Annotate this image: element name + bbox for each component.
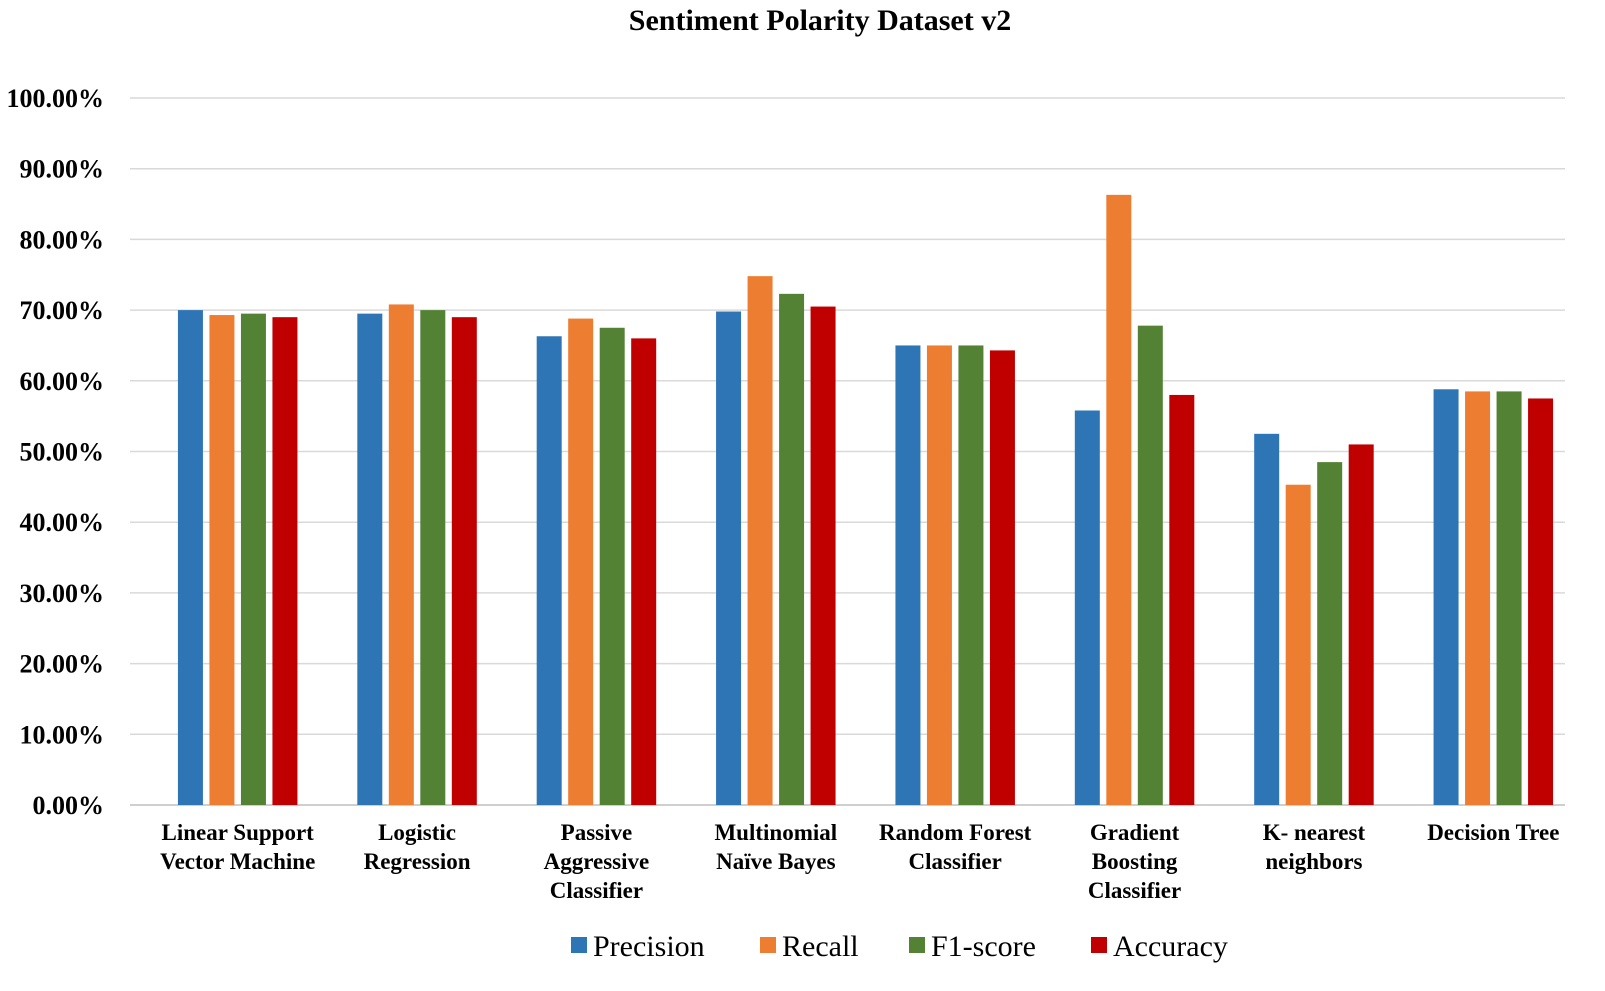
x-tick-label: Linear Support Vector Machine	[160, 820, 315, 874]
bar-accuracy	[1169, 394, 1195, 805]
x-tick-label: Random Forest Classifier	[879, 820, 1032, 874]
bar-accuracy	[1348, 444, 1374, 805]
bar-recall	[1106, 194, 1132, 805]
y-tick-label: 90.00%	[20, 155, 105, 184]
y-axis-ticks: 0.00% 10.00% 20.00% 30.00% 40.00% 50.00% 60.00…	[7, 84, 105, 820]
bar-precision	[536, 336, 562, 805]
bar-precision	[357, 313, 383, 805]
chart-title: Sentiment Polarity Dataset v2	[629, 4, 1011, 37]
legend-label: Accuracy	[1113, 930, 1228, 963]
bar-f1-score	[779, 293, 805, 805]
x-axis-ticks: Linear Support Vector Machine Logistic Regr…	[160, 820, 1559, 903]
y-tick-label: 80.00%	[20, 225, 105, 254]
y-tick-label: 70.00%	[20, 296, 105, 325]
bar-f1-score	[1496, 391, 1522, 805]
bar-f1-score	[1317, 462, 1343, 805]
bar-precision	[1074, 410, 1100, 805]
bar-precision	[716, 311, 742, 805]
x-tick-label: Gradient Boosting Classifier	[1088, 820, 1181, 903]
legend-label: Precision	[593, 930, 705, 963]
x-tick-label: Logistic Regression	[364, 820, 471, 874]
bar-recall	[1285, 484, 1311, 805]
bar-precision	[177, 310, 203, 805]
x-tick-label: Multinomial Naïve Bayes	[714, 820, 837, 874]
bar-recall	[209, 315, 235, 805]
legend-swatch	[1091, 937, 1107, 953]
y-tick-label: 100.00%	[7, 84, 105, 113]
bar-f1-score	[240, 313, 266, 805]
bar-recall	[747, 276, 773, 805]
bar-f1-score	[599, 327, 625, 805]
bar-recall	[568, 318, 594, 805]
y-tick-label: 40.00%	[20, 508, 105, 537]
bar-accuracy	[631, 338, 657, 805]
bar-precision	[1433, 389, 1459, 805]
x-tick-label: K- nearest neighbors	[1263, 820, 1366, 874]
x-tick-label: Decision Tree	[1427, 820, 1559, 845]
y-tick-label: 60.00%	[20, 367, 105, 396]
bars	[177, 194, 1554, 805]
bar-accuracy	[810, 306, 836, 805]
y-tick-label: 0.00%	[33, 791, 105, 820]
y-tick-label: 30.00%	[20, 579, 105, 608]
bar-recall	[1465, 391, 1491, 805]
y-tick-label: 50.00%	[20, 438, 105, 467]
legend: Precision Recall F1-score Accuracy	[571, 930, 1228, 963]
legend-label: Recall	[782, 930, 859, 963]
bar-f1-score	[958, 345, 984, 805]
bar-accuracy	[989, 350, 1015, 805]
legend-swatch	[760, 937, 776, 953]
x-tick-label: Passive Aggressive Classifier	[544, 820, 650, 903]
legend-swatch	[909, 937, 925, 953]
bar-recall	[926, 345, 952, 805]
bar-f1-score	[1137, 325, 1163, 805]
legend-swatch	[571, 937, 587, 953]
bar-accuracy	[1528, 398, 1554, 805]
y-tick-label: 10.00%	[20, 720, 105, 749]
bar-accuracy	[272, 317, 298, 805]
bar-precision	[895, 345, 921, 805]
bar-f1-score	[420, 310, 446, 805]
bar-accuracy	[451, 317, 477, 805]
y-tick-label: 20.00%	[20, 650, 105, 679]
legend-label: F1-score	[931, 930, 1036, 963]
bar-recall	[388, 304, 414, 805]
bar-precision	[1254, 433, 1280, 805]
